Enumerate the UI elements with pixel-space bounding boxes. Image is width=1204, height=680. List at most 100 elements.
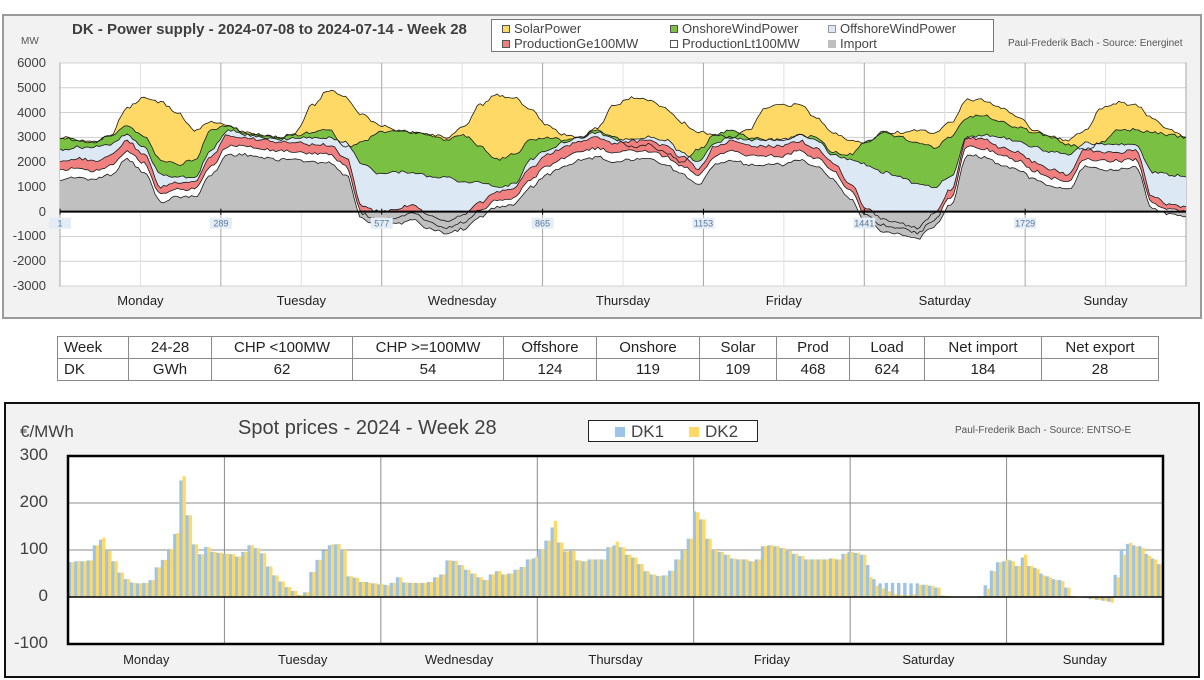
price-bar-dk2	[763, 546, 768, 597]
price-bar-dk2	[201, 554, 205, 597]
price-bar-dk2	[832, 558, 836, 597]
price-bar-dk1	[643, 571, 647, 597]
price-bar-dk2	[1011, 561, 1015, 597]
price-bar-dk2	[621, 547, 626, 597]
price-bar-dk1	[1026, 565, 1031, 597]
price-bar-dk1	[810, 559, 814, 597]
price-bar-dk1	[364, 581, 369, 597]
supply-legend: SolarPower OnshoreWindPower OffshoreWind…	[491, 19, 994, 52]
supply-x-tick-bg	[209, 217, 232, 229]
supply-x-tick-bg	[853, 217, 876, 229]
price-bar-dk2	[386, 585, 390, 597]
price-bar-dk1	[80, 561, 84, 597]
price-bar-dk2	[640, 564, 644, 597]
price-bar-dk1	[1107, 597, 1111, 602]
price-bar-dk2	[151, 580, 155, 597]
price-bar-dk1	[303, 592, 307, 597]
supply-y-tick-label: 0	[38, 203, 46, 219]
price-bar-dk1	[531, 558, 536, 597]
price-bar-dk1	[562, 551, 567, 597]
price-bar-dk1	[593, 559, 598, 597]
area-import	[60, 153, 1186, 240]
price-bar-dk1	[414, 582, 418, 597]
price-bar-dk1	[457, 565, 462, 597]
price-bar-dk1	[123, 579, 128, 597]
price-bar-dk1	[606, 547, 610, 597]
price-bar-dk2	[380, 584, 384, 597]
price-bar-dk1	[173, 534, 177, 597]
price-bar-dk1	[513, 569, 517, 597]
price-bar-dk1	[1156, 564, 1161, 597]
price-bar-dk1	[253, 548, 257, 597]
price-bar-dk2	[658, 575, 663, 597]
price-bar-dk1	[569, 550, 573, 597]
supply-day-label: Wednesday	[427, 293, 497, 308]
price-bar-dk2	[1116, 577, 1120, 597]
price-bar-dk1	[587, 559, 592, 597]
price-bar-dk2	[306, 592, 310, 597]
price-bar-dk1	[290, 590, 295, 597]
price-bar-dk1	[921, 584, 926, 597]
legend-swatch-offshore	[828, 24, 836, 33]
price-bar-dk2	[405, 582, 409, 597]
price-bar-dk1	[1150, 558, 1155, 597]
price-bar-dk1	[779, 548, 783, 597]
price-bar-dk2	[238, 556, 242, 597]
price-bar-dk1	[482, 580, 486, 597]
price-bar-dk2	[448, 560, 452, 597]
legend-item-lt100: ProductionLt100MW	[670, 36, 800, 51]
price-bar-dk2	[572, 550, 576, 597]
price-bar-dk1	[705, 538, 709, 597]
price-bar-dk2	[547, 540, 551, 597]
summary-value-cell: GWh	[128, 358, 212, 381]
price-bar-dk2	[361, 581, 366, 597]
price-bar-dk2	[145, 582, 149, 597]
price-bar-dk1	[1094, 597, 1099, 600]
legend-item-dk2: DK2	[689, 422, 738, 442]
price-bar-dk2	[1060, 581, 1065, 597]
price-bar-dk1	[773, 546, 777, 597]
price-bar-dk2	[1128, 542, 1133, 597]
summary-value-cell: 184	[924, 358, 1042, 381]
price-bar-dk1	[828, 558, 833, 597]
price-bar-dk2	[683, 550, 687, 597]
price-bar-dk2	[801, 556, 805, 597]
price-bar-dk2	[1029, 565, 1034, 597]
supply-x-tick-bg	[692, 217, 715, 229]
price-bar-dk1	[525, 559, 530, 597]
price-bar-dk2	[689, 538, 694, 597]
price-bar-dk1	[550, 527, 554, 597]
line-productionge100mw	[59, 134, 1187, 230]
supply-y-tick-label: 5000	[17, 79, 46, 95]
price-bar-dk2	[869, 577, 873, 597]
price-bar-dk1	[179, 480, 183, 597]
price-bar-dk2	[1141, 548, 1145, 597]
price-bar-dk1	[278, 581, 282, 597]
price-bar-dk2	[293, 590, 298, 597]
price-bar-dk1	[1039, 573, 1043, 597]
price-bar-dk1	[166, 549, 171, 597]
price-bar-dk2	[157, 567, 162, 597]
price-bar-dk1	[983, 585, 987, 597]
price-bar-dk1	[767, 545, 771, 597]
price-bar-dk2	[95, 545, 100, 597]
price-bar-dk2	[553, 520, 558, 597]
price-bar-dk2	[887, 591, 892, 597]
price-bar-dk1	[117, 572, 121, 597]
price-bar-dk1	[680, 550, 684, 597]
summary-value-cell: 468	[776, 358, 850, 381]
price-bar-dk1	[1002, 561, 1006, 597]
price-bar-dk2	[677, 559, 681, 597]
price-bar-dk2	[368, 582, 372, 597]
summary-value-cell: DK	[57, 358, 129, 381]
price-bar-dk1	[1119, 550, 1124, 597]
price-bar-dk1	[334, 544, 338, 597]
price-bar-dk2	[479, 577, 483, 597]
price-day-label: Saturday	[902, 652, 955, 667]
price-bar-dk1	[136, 583, 140, 597]
price-bar-dk2	[720, 551, 725, 597]
price-bar-dk1	[197, 554, 202, 597]
price-bar-dk1	[624, 554, 629, 597]
price-bar-dk2	[1104, 597, 1108, 601]
